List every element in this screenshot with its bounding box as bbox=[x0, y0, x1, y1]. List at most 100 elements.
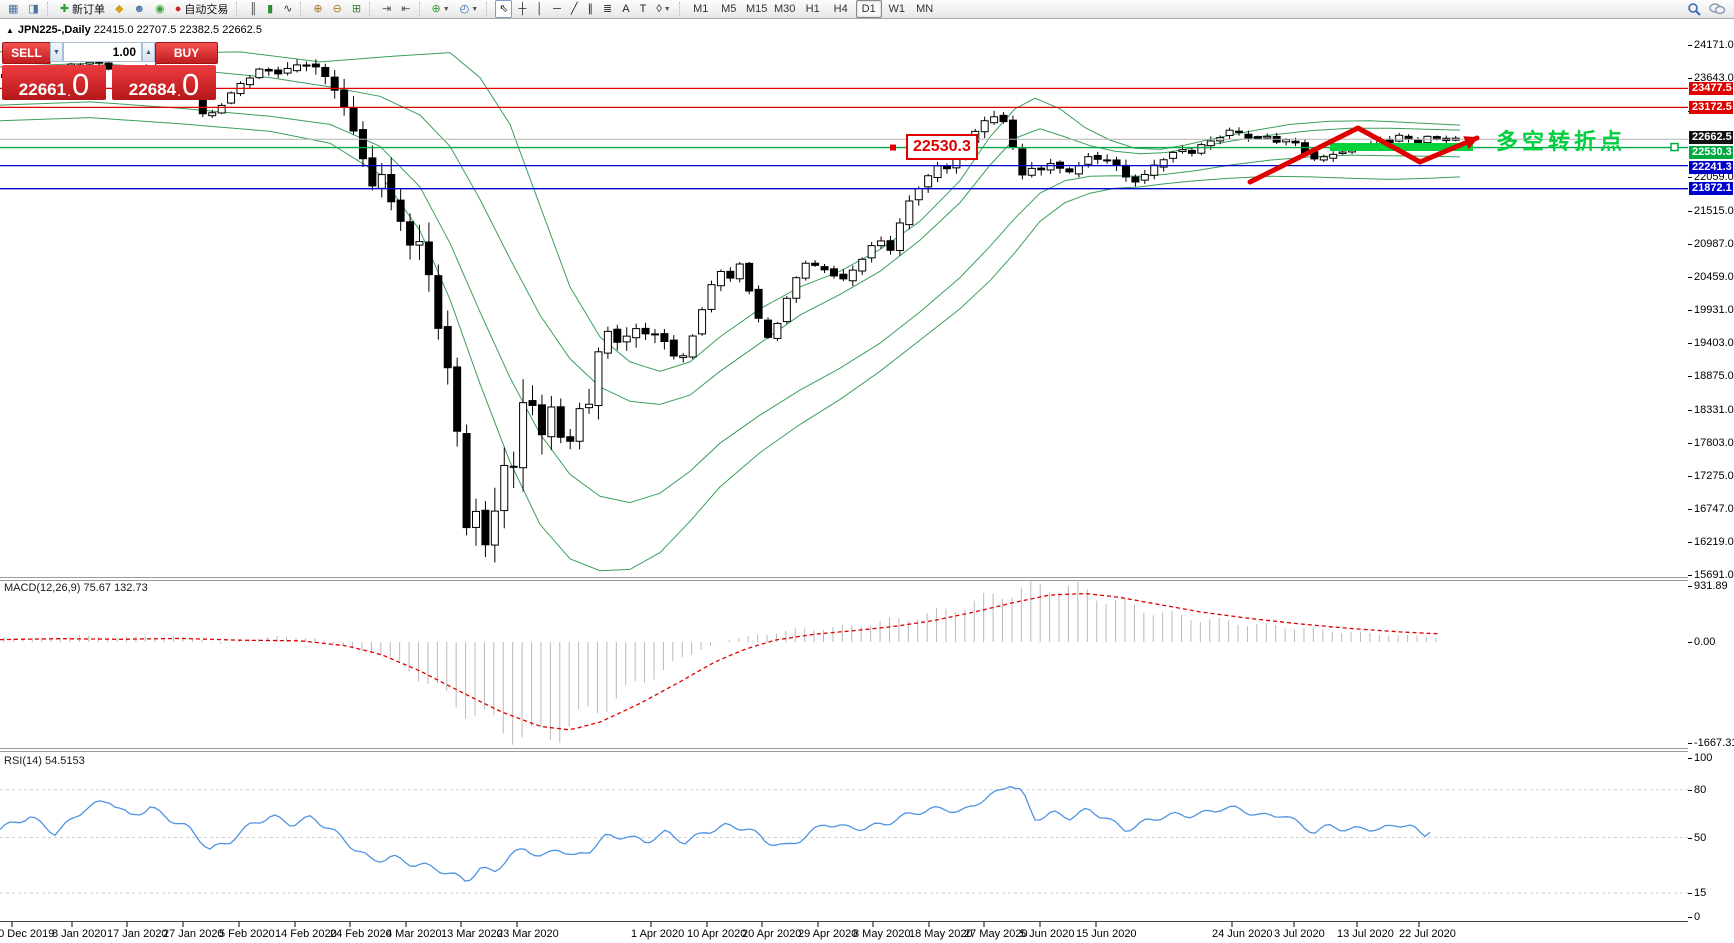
axis-tick bbox=[1688, 78, 1692, 79]
equidistant-channel-icon: ∥ bbox=[587, 2, 594, 15]
date-label: 17 Jan 2020 bbox=[107, 928, 168, 940]
search-icon[interactable] bbox=[1687, 2, 1701, 16]
sell-price-dot: . bbox=[67, 83, 71, 99]
signals-icon[interactable]: ◉ bbox=[151, 0, 169, 18]
chart-styles-icon: ◆ bbox=[115, 2, 124, 15]
timeframe-h4[interactable]: H4 bbox=[833, 3, 848, 15]
toolbar-separator bbox=[46, 2, 52, 16]
shift-chart-icon[interactable]: ⇥ bbox=[378, 0, 395, 18]
new-order-button: ✚ bbox=[59, 2, 70, 15]
zoom-out-icon: ⊖ bbox=[332, 2, 342, 15]
date-label: 27 May 2020 bbox=[964, 928, 1028, 940]
tile-windows-icon[interactable]: ⊞ bbox=[348, 0, 365, 18]
timeframe-m5[interactable]: M5 bbox=[721, 3, 737, 15]
price-axis-label: 17803.0 bbox=[1694, 437, 1734, 449]
text-icon[interactable]: A bbox=[618, 0, 633, 18]
tile-windows-icon: ⊞ bbox=[351, 2, 362, 15]
volume-decrease-button[interactable]: ▼ bbox=[50, 42, 63, 62]
axis-tick bbox=[1688, 743, 1692, 744]
chart-styles-icon[interactable]: ◆ bbox=[111, 0, 127, 18]
arrows-dropdown-icon[interactable]: ◊ ▼ bbox=[652, 0, 674, 18]
axis-tick bbox=[1688, 376, 1692, 377]
auto-trading-button[interactable]: ● 自动交易 bbox=[171, 0, 233, 18]
chart-title: ▲ JPN225-,Daily 22415.0 22707.5 22382.5 2… bbox=[6, 24, 262, 36]
timeframe-w1[interactable]: W1 bbox=[888, 3, 905, 15]
buy-button[interactable]: BUY bbox=[155, 42, 218, 64]
community-icon[interactable]: ☻ bbox=[130, 0, 150, 18]
price-axis[interactable]: 24171.023643.023115.022059.021515.020987… bbox=[1688, 20, 1734, 924]
collapse-panel-icon[interactable]: ▲ bbox=[6, 26, 14, 35]
cursor-icon[interactable]: ⇖ bbox=[495, 0, 513, 18]
date-label: 10 Apr 2020 bbox=[687, 928, 747, 940]
text-label-icon: T bbox=[639, 2, 647, 15]
crosshair-icon: ┼ bbox=[518, 2, 527, 15]
price-badge-23172.5: 23172.5 bbox=[1689, 100, 1733, 114]
price-axis-label: 16219.0 bbox=[1694, 536, 1734, 548]
volume-increase-button[interactable]: ▲ bbox=[142, 42, 155, 62]
date-label: 5 Jun 2020 bbox=[1020, 928, 1075, 940]
indicators-button[interactable]: ⊕ ▼ bbox=[428, 0, 454, 18]
new-order-button-label: 新订单 bbox=[72, 4, 106, 16]
date-label: 8 May 2020 bbox=[853, 928, 911, 940]
fibonacci-icon[interactable]: ≣ bbox=[599, 0, 616, 18]
crosshair-icon[interactable]: ┼ bbox=[514, 0, 530, 18]
text-icon: A bbox=[622, 2, 630, 15]
axis-tick bbox=[1688, 790, 1692, 791]
dropdown-caret-icon: ▼ bbox=[471, 5, 479, 13]
zoom-in-icon[interactable]: ⊕ bbox=[309, 0, 326, 18]
date-label: 15 Jun 2020 bbox=[1076, 928, 1137, 940]
bar-chart-icon[interactable]: ║ bbox=[245, 0, 261, 18]
zoom-in-icon: ⊕ bbox=[313, 2, 323, 15]
fibonacci-icon: ≣ bbox=[603, 2, 613, 15]
sell-button[interactable]: SELL bbox=[2, 42, 51, 64]
buy-price-int: 22684 bbox=[128, 80, 177, 99]
data-window-icon[interactable]: ◨ bbox=[24, 0, 42, 18]
timeframe-m15[interactable]: M15 bbox=[746, 3, 768, 15]
macd-axis-label: -1667.31 bbox=[1694, 737, 1734, 749]
axis-tick bbox=[1688, 443, 1692, 444]
equidistant-channel-icon[interactable]: ∥ bbox=[584, 0, 598, 18]
timeframe-mn[interactable]: MN bbox=[916, 3, 934, 15]
candlestick-chart-icon[interactable]: ▮ bbox=[263, 0, 277, 18]
line-chart-icon: ∿ bbox=[283, 2, 293, 15]
periods-button[interactable]: ◴ ▼ bbox=[456, 0, 483, 18]
price-axis-label: 23643.0 bbox=[1694, 72, 1734, 84]
axis-tick bbox=[1688, 244, 1692, 245]
timeframe-h1[interactable]: H1 bbox=[805, 3, 820, 15]
date-label: 24 Jun 2020 bbox=[1212, 928, 1273, 940]
price-level-tag[interactable]: 22530.3 bbox=[906, 134, 978, 160]
new-order-button[interactable]: ✚ 新订单 bbox=[56, 0, 109, 18]
line-chart-icon[interactable]: ∿ bbox=[279, 0, 296, 18]
timeframe-m30[interactable]: M30 bbox=[774, 3, 796, 15]
horizontal-line-icon[interactable]: ─ bbox=[549, 0, 565, 18]
zoom-out-icon[interactable]: ⊖ bbox=[329, 0, 346, 18]
toolbar-separator bbox=[418, 2, 424, 16]
buy-price-display[interactable]: 22684. 0 bbox=[112, 65, 216, 100]
axis-tick bbox=[1688, 509, 1692, 510]
chat-icon[interactable] bbox=[1709, 2, 1725, 16]
chart-window[interactable]: ▲ JPN225-,Daily 22415.0 22707.5 22382.5 2… bbox=[0, 20, 1734, 943]
auto-scroll-icon[interactable]: ⇤ bbox=[397, 0, 414, 18]
sell-price-display[interactable]: 22661. 0 bbox=[2, 65, 106, 100]
market-watch-icon[interactable]: ▦ bbox=[4, 0, 22, 18]
rsi-axis-label: 15 bbox=[1694, 887, 1707, 899]
date-label: 8 Jan 2020 bbox=[52, 928, 107, 940]
date-label: 18 May 2020 bbox=[909, 928, 973, 940]
price-axis-label: 19931.0 bbox=[1694, 304, 1734, 316]
toolbar-separator bbox=[678, 2, 684, 16]
trendline-icon[interactable]: ╱ bbox=[567, 0, 582, 18]
indicators-button: ⊕ bbox=[431, 2, 441, 15]
axis-tick bbox=[1688, 177, 1692, 178]
chart-canvas[interactable] bbox=[0, 20, 1734, 943]
signals-icon: ◉ bbox=[155, 2, 165, 15]
price-axis-label: 24171.0 bbox=[1694, 39, 1734, 51]
market-watch-icon: ▦ bbox=[8, 2, 19, 15]
text-label-icon[interactable]: T bbox=[636, 0, 651, 18]
volume-input[interactable]: 1.00 bbox=[63, 42, 142, 62]
timeframe-d1[interactable]: D1 bbox=[855, 0, 882, 18]
vertical-line-icon[interactable]: │ bbox=[532, 0, 547, 18]
timeframe-m1[interactable]: M1 bbox=[693, 3, 709, 15]
date-label: 24 Feb 2020 bbox=[330, 928, 392, 940]
turning-point-annotation[interactable]: 多空转折点 bbox=[1496, 129, 1627, 154]
